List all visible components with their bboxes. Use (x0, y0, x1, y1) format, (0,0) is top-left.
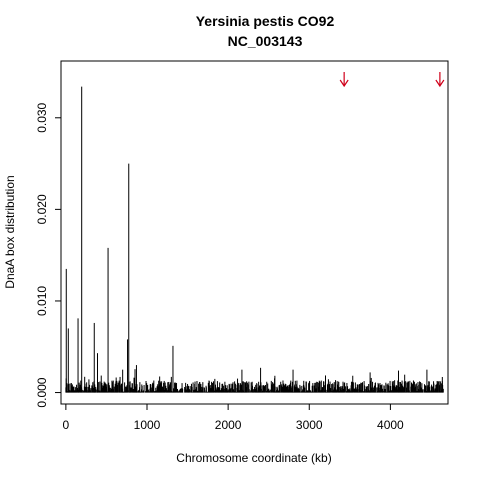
x-tick-label: 1000 (134, 418, 161, 432)
arrow-annotation (435, 72, 445, 88)
x-tick-label: 4000 (377, 418, 404, 432)
plot-frame (60, 60, 449, 405)
arrow-annotation (339, 72, 349, 88)
y-axis: 0.000 0.010 0.020 0.030 (35, 102, 62, 408)
bars (65, 86, 444, 393)
x-tick-label: 0 (63, 418, 70, 432)
y-tick-label: 0.030 (35, 102, 49, 132)
x-axis: 0 1000 2000 3000 4000 (63, 403, 404, 432)
y-tick-label: 0.010 (35, 286, 49, 316)
y-tick-label: 0.000 (35, 377, 49, 407)
chart-subtitle: NC_003143 (228, 33, 303, 49)
y-tick-label: 0.020 (35, 194, 49, 224)
x-tick-label: 3000 (296, 418, 323, 432)
y-axis-label: DnaA box distribution (3, 175, 17, 288)
x-tick-label: 2000 (215, 418, 242, 432)
x-axis-label: Chromosome coordinate (kb) (176, 451, 331, 465)
annotations (339, 72, 445, 88)
chart-title: Yersinia pestis CO92 (196, 13, 335, 29)
